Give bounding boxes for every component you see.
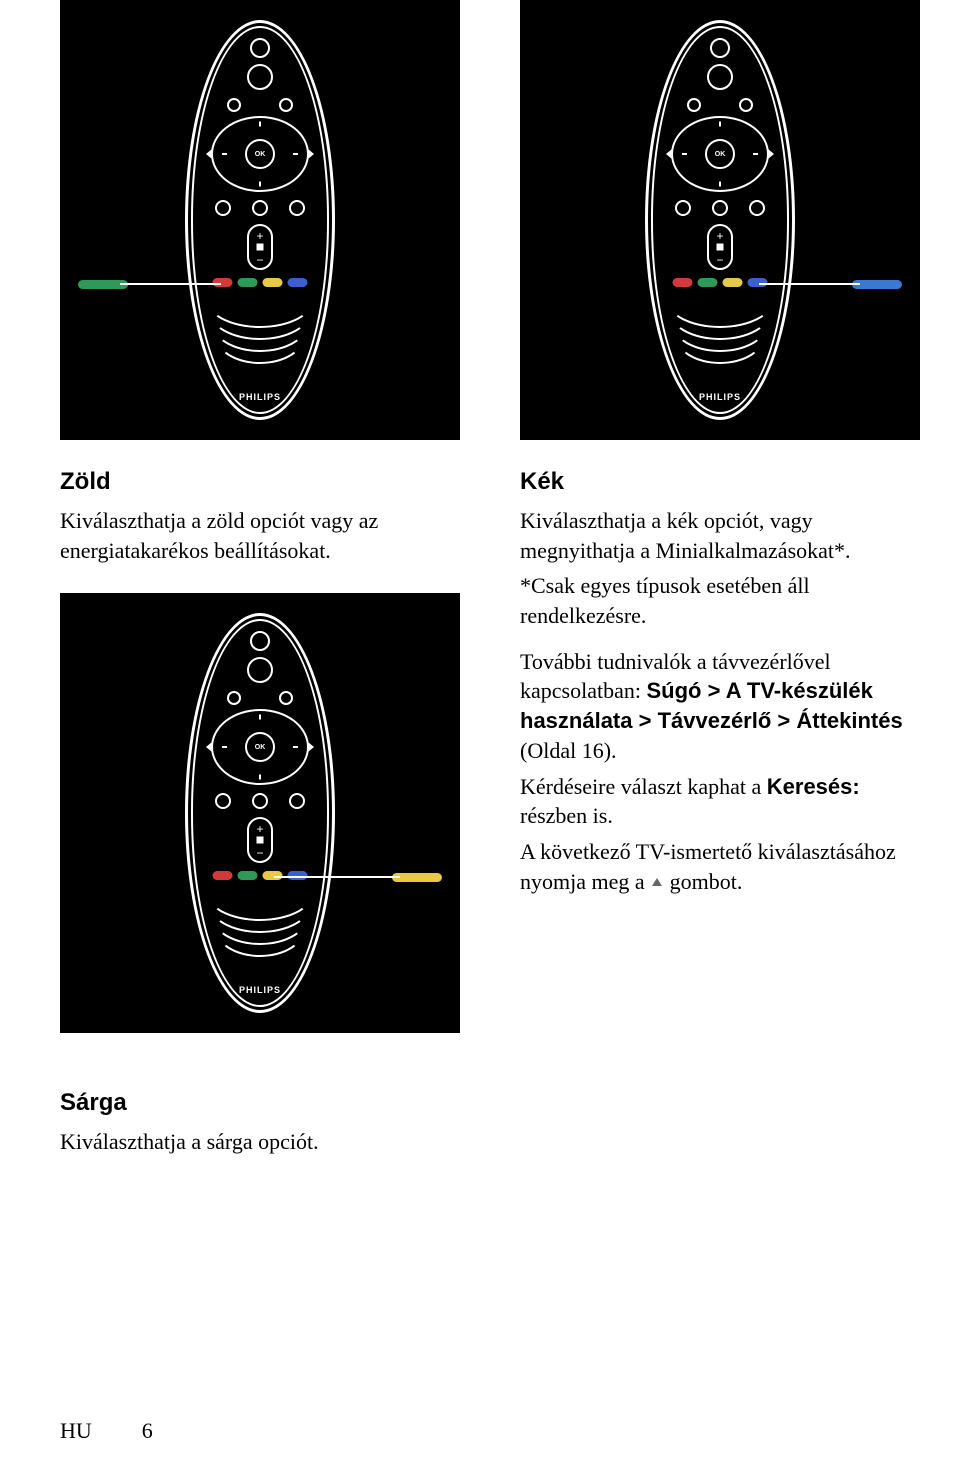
volume-rocker <box>247 817 273 863</box>
top-row: OK PHILIPS <box>60 0 900 1061</box>
remote-green: OK PHILIPS <box>185 20 335 420</box>
home-icon <box>247 64 273 90</box>
guide-icon <box>687 98 701 112</box>
blue-text5: A következő TV-ismertető kiválasztásához… <box>520 837 920 896</box>
power-icon <box>250 631 270 651</box>
dpad: OK <box>671 116 769 192</box>
pointer-blue <box>852 280 902 289</box>
green-text: Kiválaszthatja a zöld opciót vagy az ene… <box>60 506 460 565</box>
power-icon <box>710 38 730 58</box>
up-arrow-icon <box>650 868 664 882</box>
pointer-green-line <box>120 283 221 285</box>
diagram-yellow: OK PHILIPS <box>60 593 460 1033</box>
back-icon <box>215 793 231 809</box>
home-icon <box>707 64 733 90</box>
remote-yellow: OK PHILIPS <box>185 613 335 1013</box>
ok-button: OK <box>705 139 735 169</box>
pointer-yellow <box>392 873 442 882</box>
page-footer: HU 6 <box>60 1418 153 1444</box>
options-icon <box>739 98 753 112</box>
options-icon <box>279 98 293 112</box>
dpad: OK <box>211 709 309 785</box>
brand-label: PHILIPS <box>699 392 741 402</box>
power-icon <box>250 38 270 58</box>
green-title: Zöld <box>60 468 460 496</box>
blue-text4: Kérdéseire választ kaphat a Keresés: rés… <box>520 772 920 831</box>
guide-icon <box>227 691 241 705</box>
ok-button: OK <box>245 732 275 762</box>
blue-title: Kék <box>520 468 920 496</box>
adjust-icon <box>289 793 305 809</box>
adjust-icon <box>289 200 305 216</box>
back-icon <box>675 200 691 216</box>
left-column: OK PHILIPS <box>60 0 460 1061</box>
pointer-yellow-line <box>274 876 400 878</box>
pointer-blue-line <box>759 283 860 285</box>
dpad: OK <box>211 116 309 192</box>
adjust-icon <box>749 200 765 216</box>
blue-text3: További tudnivalók a távvezérlővel kapcs… <box>520 647 920 766</box>
footer-lang: HU <box>60 1418 92 1444</box>
right-column: OK PHILIPS <box>520 0 920 1061</box>
back-icon <box>215 200 231 216</box>
info-icon <box>252 793 268 809</box>
options-icon <box>279 691 293 705</box>
remote-blue: OK PHILIPS <box>645 20 795 420</box>
home-icon <box>247 657 273 683</box>
ok-button: OK <box>245 139 275 169</box>
pointer-green <box>78 280 128 289</box>
yellow-text: Kiválaszthatja a sárga opciót. <box>60 1127 900 1157</box>
diagram-green: OK PHILIPS <box>60 0 460 440</box>
guide-icon <box>227 98 241 112</box>
info-icon <box>712 200 728 216</box>
yellow-title: Sárga <box>60 1089 900 1117</box>
brand-label: PHILIPS <box>239 392 281 402</box>
footer-page: 6 <box>142 1418 153 1444</box>
blue-text2: *Csak egyes típusok esetében áll rendelk… <box>520 571 920 630</box>
info-icon <box>252 200 268 216</box>
brand-label: PHILIPS <box>239 985 281 995</box>
volume-rocker <box>247 224 273 270</box>
diagram-blue: OK PHILIPS <box>520 0 920 440</box>
yellow-section: Sárga Kiválaszthatja a sárga opciót. <box>60 1089 900 1157</box>
volume-rocker <box>707 224 733 270</box>
blue-text1: Kiválaszthatja a kék opciót, vagy megnyi… <box>520 506 920 565</box>
